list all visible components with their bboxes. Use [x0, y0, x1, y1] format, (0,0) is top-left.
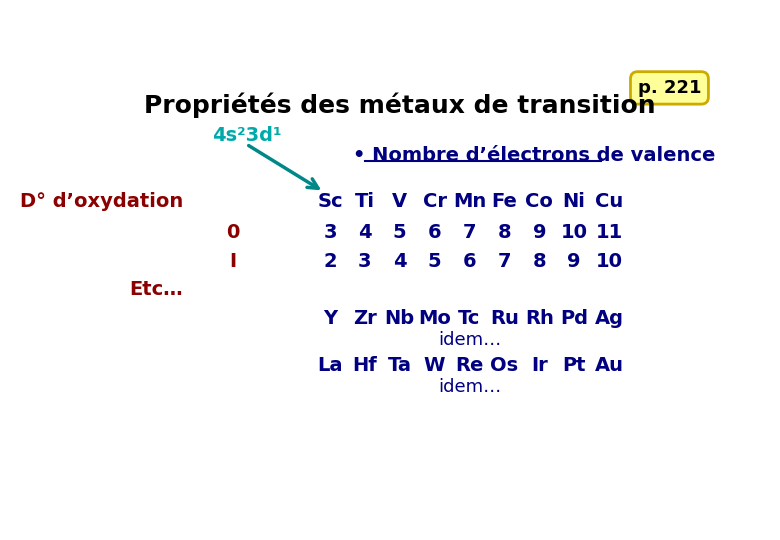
Text: Mo: Mo: [418, 309, 451, 328]
Text: Y: Y: [323, 309, 337, 328]
Text: 3: 3: [323, 223, 337, 242]
Text: Os: Os: [491, 356, 519, 375]
Text: Zr: Zr: [353, 309, 377, 328]
Text: Cr: Cr: [423, 192, 447, 211]
Text: Ru: Ru: [490, 309, 519, 328]
Text: V: V: [392, 192, 407, 211]
Text: W: W: [424, 356, 445, 375]
Text: I: I: [229, 252, 236, 272]
Text: 4: 4: [358, 223, 372, 242]
Text: 9: 9: [533, 223, 546, 242]
Text: 4: 4: [393, 252, 406, 272]
Text: 10: 10: [595, 252, 622, 272]
Text: 3: 3: [358, 252, 371, 272]
Text: Fe: Fe: [491, 192, 517, 211]
Text: 10: 10: [561, 223, 587, 242]
Text: 7: 7: [498, 252, 511, 272]
Text: 11: 11: [595, 223, 622, 242]
Text: • Nombre d’électrons de valence: • Nombre d’électrons de valence: [353, 146, 715, 165]
Text: idem…: idem…: [438, 332, 501, 349]
Text: Ta: Ta: [388, 356, 412, 375]
Text: Pd: Pd: [560, 309, 588, 328]
Text: 7: 7: [463, 223, 477, 242]
Text: 0: 0: [226, 223, 239, 242]
Text: Nb: Nb: [385, 309, 415, 328]
Text: 4s²3d¹: 4s²3d¹: [212, 126, 282, 145]
Text: Etc…: Etc…: [129, 280, 183, 299]
Text: 6: 6: [427, 223, 441, 242]
Text: 8: 8: [533, 252, 546, 272]
Text: Co: Co: [525, 192, 553, 211]
Text: Ni: Ni: [562, 192, 586, 211]
Text: Ti: Ti: [355, 192, 375, 211]
Text: Rh: Rh: [525, 309, 554, 328]
Text: 2: 2: [323, 252, 337, 272]
Text: D° d’oxydation: D° d’oxydation: [20, 192, 183, 211]
Text: Ag: Ag: [594, 309, 623, 328]
Text: 5: 5: [427, 252, 441, 272]
Text: 6: 6: [463, 252, 477, 272]
Text: Tc: Tc: [459, 309, 480, 328]
Text: Hf: Hf: [353, 356, 378, 375]
Text: Ir: Ir: [531, 356, 548, 375]
Text: Au: Au: [594, 356, 623, 375]
Text: Pt: Pt: [562, 356, 586, 375]
Text: 9: 9: [567, 252, 581, 272]
Text: Cu: Cu: [595, 192, 623, 211]
Text: Re: Re: [456, 356, 484, 375]
Text: La: La: [317, 356, 342, 375]
Text: 5: 5: [393, 223, 406, 242]
Text: Mn: Mn: [453, 192, 486, 211]
Text: 8: 8: [498, 223, 511, 242]
Text: Propriétés des métaux de transition: Propriétés des métaux de transition: [144, 92, 655, 118]
Text: idem…: idem…: [438, 377, 501, 396]
Text: Sc: Sc: [317, 192, 343, 211]
Text: p. 221: p. 221: [638, 79, 701, 97]
